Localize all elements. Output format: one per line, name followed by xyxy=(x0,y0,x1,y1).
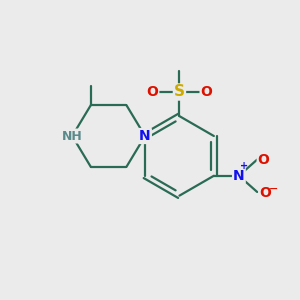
Text: N: N xyxy=(139,129,151,143)
Text: O: O xyxy=(201,85,212,99)
Text: S: S xyxy=(174,85,185,100)
Text: +: + xyxy=(240,161,248,171)
Text: NH: NH xyxy=(62,130,82,142)
Text: O: O xyxy=(146,85,158,99)
Text: O: O xyxy=(260,186,271,200)
Text: −: − xyxy=(269,183,278,194)
Text: O: O xyxy=(258,153,270,166)
Text: N: N xyxy=(233,169,245,183)
